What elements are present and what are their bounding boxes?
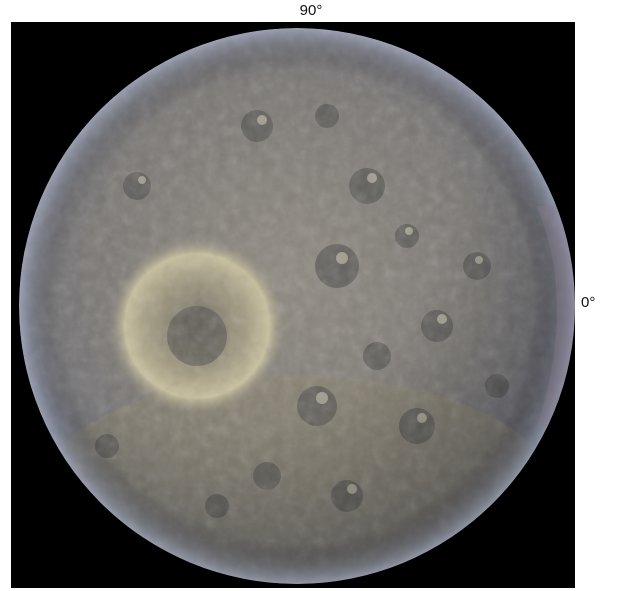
longitude-label-top: 90° bbox=[299, 2, 323, 19]
longitude-label-right: 0° bbox=[581, 294, 596, 311]
image-panel bbox=[11, 22, 575, 588]
moon-globe-image bbox=[19, 28, 575, 584]
